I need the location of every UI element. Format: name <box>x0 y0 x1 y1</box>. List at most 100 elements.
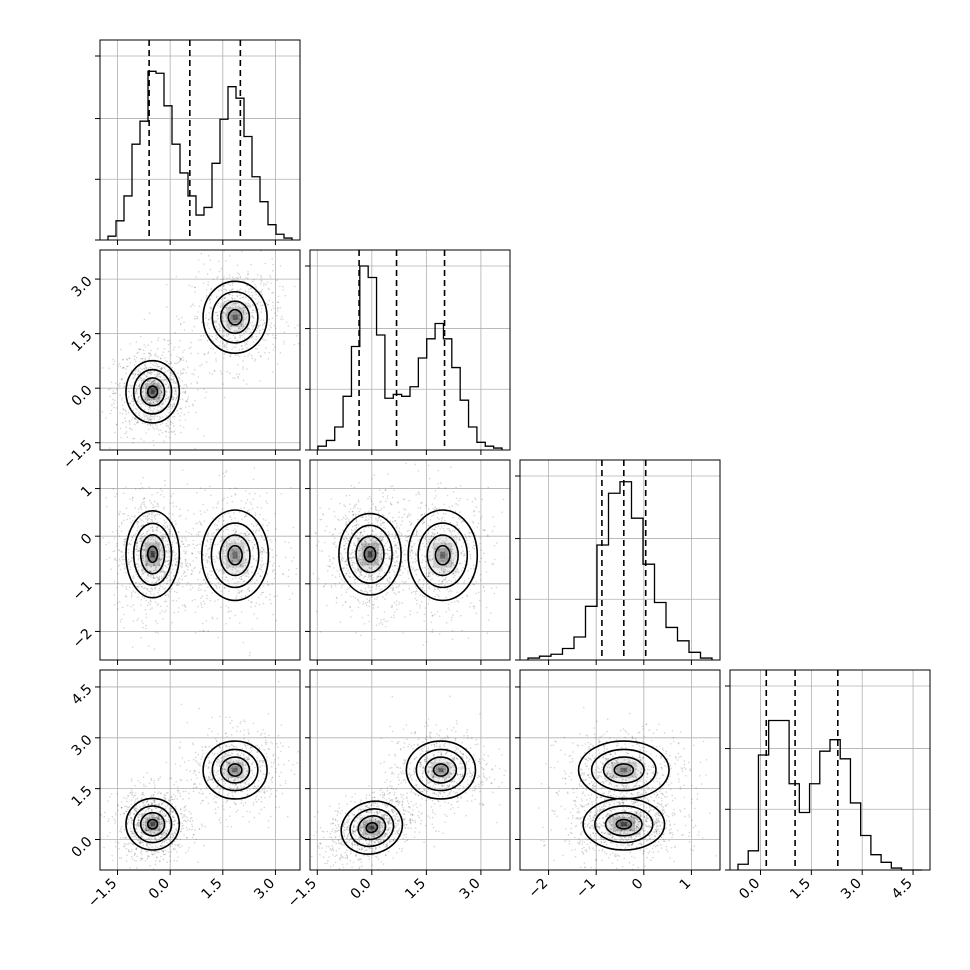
scatter-point <box>138 370 140 373</box>
scatter-point <box>153 379 156 382</box>
scatter-point <box>322 513 324 515</box>
scatter-point <box>155 400 158 403</box>
scatter-point <box>193 325 196 328</box>
scatter-point <box>220 304 222 307</box>
scatter-point <box>424 513 426 515</box>
contour-level-3 <box>355 535 385 574</box>
scatter-point <box>179 557 182 559</box>
scatter-point <box>397 585 400 588</box>
scatter-point <box>369 556 372 559</box>
scatter-point <box>351 510 354 513</box>
scatter-point <box>238 318 241 321</box>
scatter-point <box>120 530 123 533</box>
scatter-point <box>345 572 348 575</box>
scatter-point <box>252 305 254 307</box>
scatter-point <box>144 346 147 348</box>
tick-label-y: 0.0 <box>69 383 96 410</box>
scatter-point <box>173 540 175 542</box>
scatter-point <box>169 531 171 534</box>
scatter-point <box>268 318 271 321</box>
scatter-point <box>235 530 237 532</box>
scatter-point <box>150 420 152 422</box>
scatter-point <box>270 602 272 605</box>
scatter-point <box>143 785 145 787</box>
scatter-point <box>327 564 329 567</box>
scatter-point <box>352 513 355 516</box>
scatter-point <box>190 346 192 348</box>
scatter-point <box>167 424 169 427</box>
scatter-point <box>382 495 385 498</box>
scatter-point <box>137 550 140 552</box>
scatter-point <box>184 605 186 607</box>
scatter-point <box>351 561 354 564</box>
scatter-point <box>425 640 428 643</box>
scatter-point <box>162 403 164 405</box>
scatter-point <box>489 612 492 614</box>
scatter-point <box>174 399 177 401</box>
scatter-point <box>257 572 259 575</box>
scatter-point <box>157 373 160 376</box>
scatter-point <box>154 393 157 395</box>
scatter-point <box>203 520 206 522</box>
scatter-point <box>452 529 454 532</box>
scatter-point <box>240 564 243 567</box>
scatter-point <box>349 553 352 556</box>
scatter-point <box>143 414 145 416</box>
scatter-point <box>427 602 430 605</box>
scatter-point <box>121 399 123 401</box>
scatter-point <box>187 411 190 414</box>
scatter-point <box>238 329 240 332</box>
scatter-point <box>165 398 167 400</box>
scatter-point <box>370 533 373 535</box>
scatter-point <box>363 539 366 542</box>
scatter-point <box>346 539 349 541</box>
scatter-point <box>255 547 258 549</box>
scatter-point <box>141 525 143 527</box>
scatter-point <box>280 493 283 495</box>
scatter-point <box>246 534 249 537</box>
scatter-point <box>387 565 390 568</box>
scatter-point <box>218 260 220 263</box>
scatter-point <box>390 616 393 619</box>
scatter-point <box>376 551 379 554</box>
scatter-point <box>231 340 233 342</box>
scatter-point <box>237 330 239 333</box>
scatter-point <box>259 329 261 332</box>
scatter-point <box>186 366 189 369</box>
scatter-point <box>421 561 424 564</box>
scatter-point <box>191 285 193 288</box>
scatter-point <box>461 545 463 548</box>
scatter-point <box>381 514 384 516</box>
scatter-point <box>453 552 455 555</box>
scatter-point <box>130 591 133 594</box>
scatter-point <box>145 553 148 556</box>
scatter-point <box>182 351 184 353</box>
scatter-point <box>435 538 437 540</box>
scatter-point <box>246 510 249 513</box>
scatter-point <box>182 356 184 359</box>
scatter-point <box>166 525 169 527</box>
scatter-point <box>358 537 361 540</box>
scatter-point <box>223 561 225 564</box>
scatter-point <box>352 595 355 598</box>
scatter-point <box>417 580 420 583</box>
scatter-point <box>108 557 111 559</box>
scatter-point <box>147 380 149 382</box>
scatter-point <box>153 370 155 373</box>
scatter-point <box>473 583 476 586</box>
scatter-point <box>150 502 153 504</box>
scatter-point <box>209 541 212 544</box>
scatter-point <box>214 321 216 324</box>
scatter-point <box>250 601 253 604</box>
scatter-point <box>226 335 228 338</box>
scatter-point <box>441 520 443 522</box>
scatter-point <box>166 360 169 363</box>
scatter-point <box>379 535 382 538</box>
scatter-point <box>207 322 209 325</box>
scatter-point <box>410 557 413 559</box>
scatter-point <box>366 601 369 604</box>
scatter-point <box>477 522 480 525</box>
scatter-point <box>376 584 378 586</box>
scatter-point <box>142 544 145 547</box>
scatter-point <box>154 379 156 382</box>
